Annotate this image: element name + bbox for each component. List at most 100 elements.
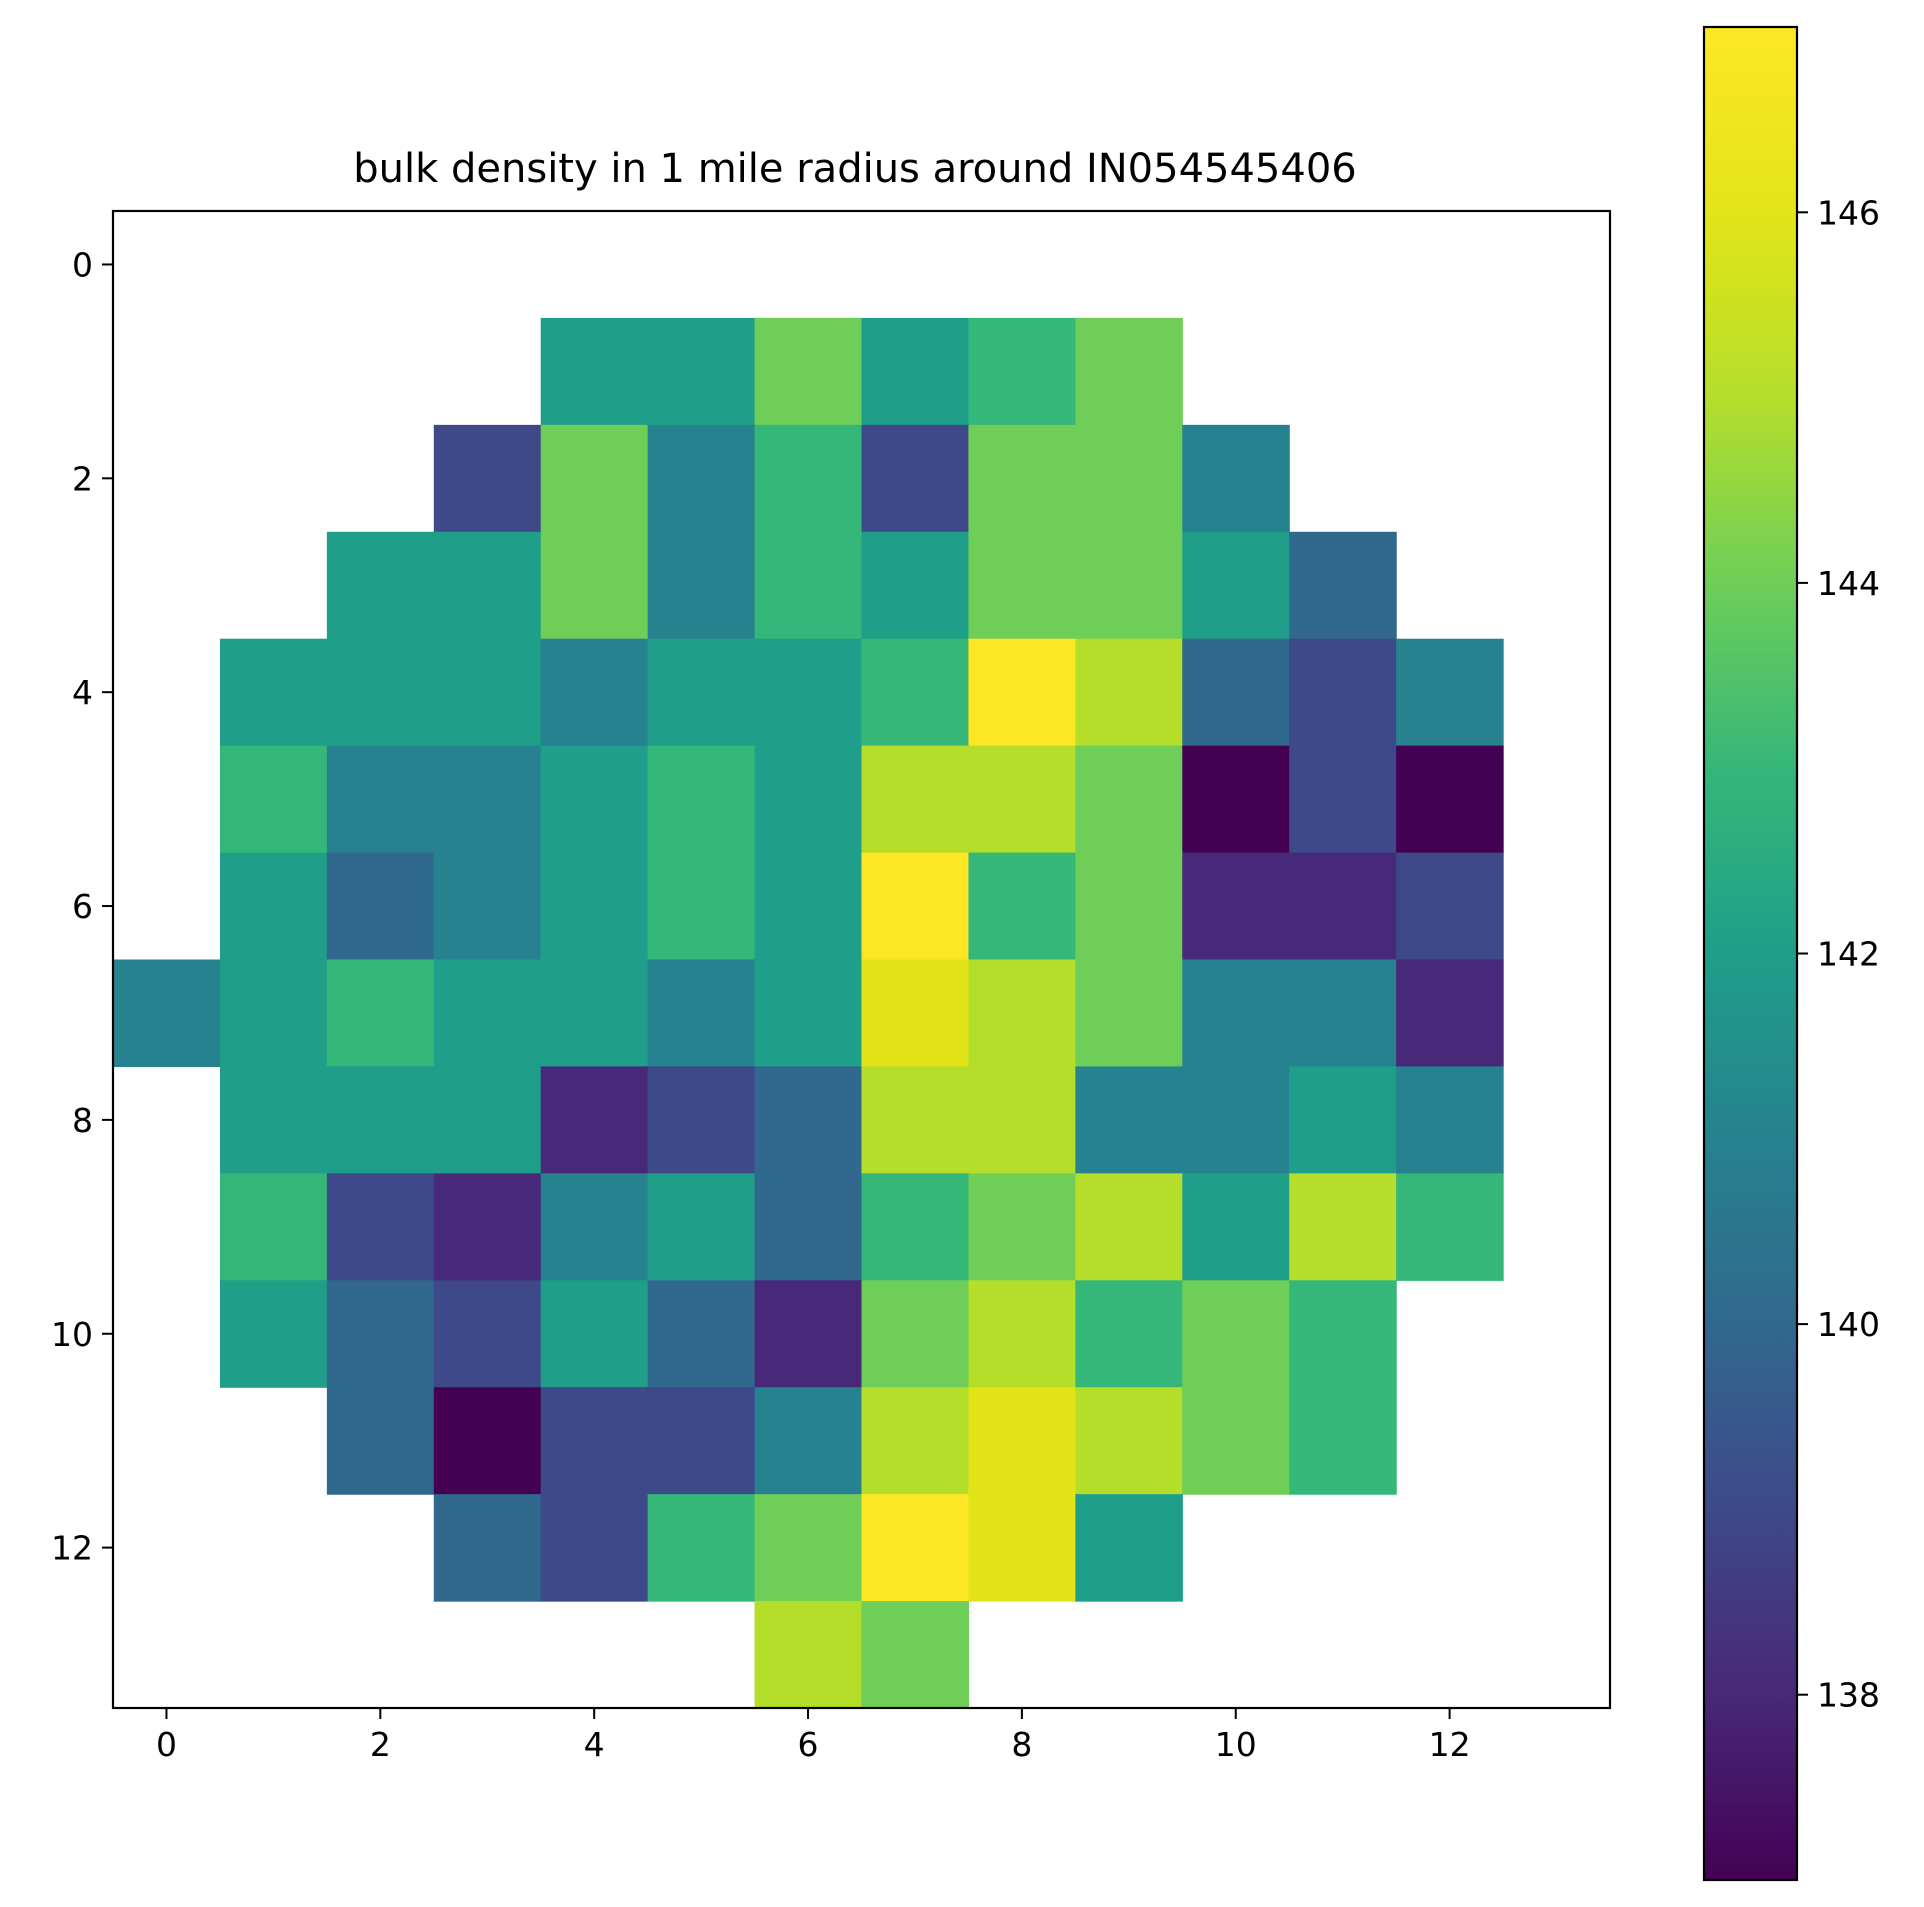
heatmap-cell [754,852,863,961]
heatmap-cell [326,745,435,854]
heatmap-cell [754,1601,863,1709]
x-tick-label: 12 [1429,1725,1471,1764]
heatmap-cell [968,424,1076,533]
x-axis: 0 2 4 6 8 10 12 [156,1708,1471,1764]
heatmap-cell [1075,745,1183,854]
heatmap-cell [754,959,863,1068]
heatmap-cell [219,1280,328,1388]
heatmap-cell [1182,424,1290,533]
plot-frame [111,209,1612,1710]
heatmap-cell [861,1494,970,1602]
heatmap-cell [1396,745,1504,854]
heatmap-cell [861,317,970,426]
heatmap-cell [540,745,649,854]
heatmap-cell [540,1280,649,1388]
heatmap-cell [1182,638,1290,747]
y-tick-label: 8 [72,1101,93,1140]
heatmap-cell [754,1280,863,1388]
heatmap-cell [861,1280,970,1388]
heatmap-cell [861,1387,970,1495]
heatmap-cell [1182,1280,1290,1388]
heatmap-cell [540,317,649,426]
heatmap-cell [540,1066,649,1174]
colorbar-tick-label: 144 [1817,564,1880,603]
heatmap-cell [968,745,1076,854]
heatmap-cell [540,1387,649,1495]
heatmap-cell [326,1173,435,1281]
heatmap-cell [968,638,1076,747]
heatmap-cell [1289,638,1397,747]
heatmap-cell [647,531,756,640]
heatmap-cell [1075,959,1183,1068]
heatmap-cell [754,317,863,426]
heatmap-cell [540,1494,649,1602]
chart-title: bulk density in 1 mile radius around IN0… [353,146,1356,192]
heatmap-cell [861,1173,970,1281]
heatmap-cell [540,638,649,747]
heatmap-cell [219,1066,328,1174]
heatmap-cell [647,1280,756,1388]
heatmap-cell [1396,959,1504,1068]
heatmap-cell [647,638,756,747]
heatmap-cell [1075,1280,1183,1388]
heatmap-cell [326,1280,435,1388]
y-tick-label: 0 [72,245,93,284]
x-tick-label: 0 [156,1725,177,1764]
heatmap-cell [433,1494,542,1602]
heatmap-cell [861,852,970,961]
heatmap-cell [754,1173,863,1281]
colorbar-tick-label: 140 [1817,1305,1880,1344]
heatmap-cell [1075,317,1183,426]
heatmap-cell [1075,1494,1183,1602]
heatmap-cell [1075,1066,1183,1174]
heatmap-cell [861,638,970,747]
heatmap-cell [1075,1387,1183,1495]
heatmap-cell [861,959,970,1068]
heatmap-cell [540,1173,649,1281]
heatmap-cell [754,1494,863,1602]
heatmap-cell [1182,745,1290,854]
heatmap-cell [1289,959,1397,1068]
y-axis: 0 2 4 6 8 10 12 [51,245,113,1568]
heatmap-cell [1289,1387,1397,1495]
y-tick-label: 6 [72,887,93,926]
heatmap-cell [1396,1066,1504,1174]
x-tick-label: 6 [798,1725,819,1764]
heatmap-cell [219,638,328,747]
heatmap-cell [433,745,542,854]
heatmap-cell [647,1173,756,1281]
y-tick-label: 10 [51,1315,93,1354]
heatmap-cell [1182,531,1290,640]
heatmap-cell [1182,1387,1290,1495]
heatmap-cell [968,1494,1076,1602]
heatmap-cell [754,1387,863,1495]
heatmap-cell [1289,1280,1397,1388]
heatmap-cell [219,745,328,854]
colorbar-tick-label: 142 [1817,935,1880,974]
colorbar-tick-label: 146 [1817,193,1880,232]
heatmap-cell [433,1066,542,1174]
heatmap-cell [540,959,649,1068]
heatmap-cell [326,959,435,1068]
heatmap-cell [326,638,435,747]
heatmap-cell [754,745,863,854]
y-tick-label: 2 [72,459,93,498]
heatmap-cell [754,531,863,640]
heatmap-cell [861,1601,970,1709]
heatmap-cell [433,531,542,640]
colorbar-tick-label: 138 [1817,1676,1880,1715]
heatmap-cell [968,1066,1076,1174]
heatmap-cell [219,852,328,961]
heatmap-cell [1182,959,1290,1068]
heatmap-cell [1075,852,1183,961]
colorbar [1702,25,1799,1882]
heatmap-cell [1289,1173,1397,1281]
heatmap-cell [326,531,435,640]
heatmap-cell [326,1387,435,1495]
heatmap-cell [1182,1173,1290,1281]
heatmap-cell [968,317,1076,426]
heatmap-cell [968,1280,1076,1388]
heatmap-cell [647,1387,756,1495]
heatmap-cell [113,959,221,1068]
